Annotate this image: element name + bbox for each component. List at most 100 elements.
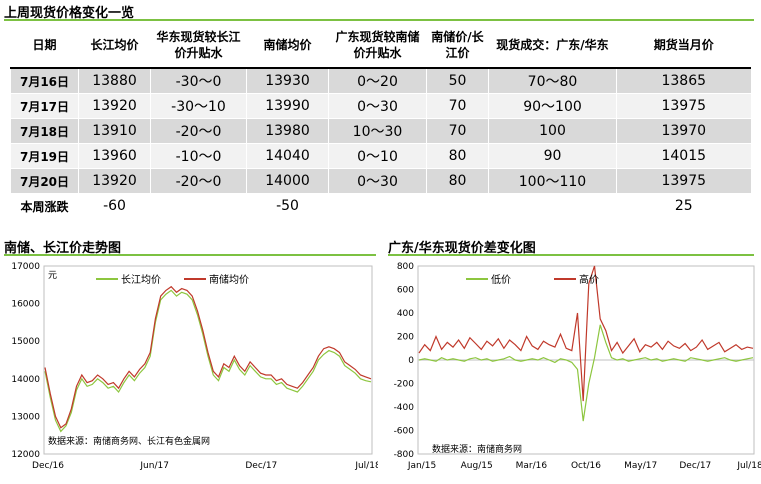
cell: 13980 — [246, 118, 329, 144]
cell: 本周涨跌 — [10, 193, 79, 218]
cell: 13910 — [78, 118, 151, 144]
cell: 13990 — [246, 93, 329, 119]
cell — [328, 193, 427, 218]
cell: 7月17日 — [10, 93, 79, 119]
x-tick-label: Oct/16 — [571, 461, 601, 471]
y-tick-label: 14000 — [11, 375, 40, 385]
cell: 0～30 — [328, 168, 427, 194]
cell: 7月19日 — [10, 143, 79, 169]
col-header: 南储价/长江价 — [426, 23, 489, 68]
cell: 13930 — [246, 67, 329, 94]
y-tick-label: 400 — [397, 309, 414, 319]
table-header-row: 日期 长江均价 华东现货较长江价升贴水 南储均价 广东现货较南储价升贴水 南储价… — [10, 23, 751, 68]
x-tick-label: Jan/15 — [407, 461, 436, 471]
cell: 80 — [426, 143, 489, 169]
cell: 25 — [616, 193, 751, 218]
plot-area — [43, 265, 373, 455]
price-table: 日期 长江均价 华东现货较长江价升贴水 南储均价 广东现货较南储价升贴水 南储价… — [10, 23, 751, 218]
col-header: 南储均价 — [246, 23, 329, 68]
cell: 10～30 — [328, 118, 427, 144]
series-line — [44, 285, 372, 429]
col-header: 期货当月价 — [616, 23, 751, 68]
cell: 14040 — [246, 143, 329, 169]
col-header: 日期 — [10, 23, 79, 68]
y-tick-label: 0 — [408, 356, 414, 366]
series-line — [44, 289, 372, 433]
y-tick-label: 600 — [397, 286, 414, 296]
series-line — [418, 265, 754, 402]
cell: 13960 — [78, 143, 151, 169]
x-tick-label: Jun/17 — [139, 461, 169, 471]
x-tick-label: Mar/16 — [516, 461, 548, 471]
table-row: 7月19日 13960 -10～0 14040 0～10 80 90 14015 — [10, 143, 751, 169]
chart-underline-right — [388, 254, 754, 256]
series-line — [418, 324, 754, 422]
cell: -60 — [78, 193, 151, 218]
cell: 90 — [488, 143, 617, 169]
y-tick-label: -400 — [394, 403, 415, 413]
x-tick-label: May/17 — [624, 461, 657, 471]
cell: 90～100 — [488, 93, 617, 119]
cell: -20～0 — [150, 168, 247, 194]
legend-label: 长江均价 — [121, 274, 161, 286]
x-tick-label: Dec/17 — [245, 461, 277, 471]
chart-title-right: 广东/华东现货价差变化图 — [388, 241, 536, 256]
y-tick-label: 16000 — [11, 300, 40, 310]
table-row: 7月16日 13880 -30～0 13930 0～20 50 70～80 13… — [10, 67, 751, 94]
y-tick-label: 12000 — [11, 450, 40, 460]
cell: 70～80 — [488, 67, 617, 94]
table-row-summary: 本周涨跌 -60 -50 25 — [10, 193, 751, 218]
chart-title-left: 南储、长江价走势图 — [4, 241, 122, 256]
col-header: 华东现货较长江价升贴水 — [150, 23, 247, 68]
y-tick-label: 800 — [397, 262, 414, 272]
cell: 13975 — [616, 93, 751, 119]
table-row: 7月18日 13910 -20～0 13980 10～30 70 100 139… — [10, 118, 751, 144]
table-row: 7月17日 13920 -30～10 13990 0～30 70 90～100 … — [10, 93, 751, 119]
x-tick-label: Dec/17 — [679, 461, 711, 471]
col-header: 现货成交：广东/华东 — [488, 23, 617, 68]
x-tick-label: Jul/18 — [736, 461, 761, 471]
title-underline — [4, 19, 754, 21]
cell — [150, 193, 247, 218]
cell: 7月16日 — [10, 67, 79, 94]
cell: 14000 — [246, 168, 329, 194]
cell: -30～0 — [150, 67, 247, 94]
cell: -50 — [246, 193, 329, 218]
cell: -20～0 — [150, 118, 247, 144]
y-tick-label: 17000 — [11, 262, 40, 272]
y-tick-label: 13000 — [11, 412, 40, 422]
cell: 13975 — [616, 168, 751, 194]
cell: 14015 — [616, 143, 751, 169]
source-note: 数据来源：南储商务网、长江有色金属网 — [48, 435, 210, 447]
table-row: 7月20日 13920 -20～0 14000 0～30 80 100～110 … — [10, 168, 751, 194]
cell: 100～110 — [488, 168, 617, 194]
spread-chart: -800 -600 -400 -200 0 200 400 600 800 Jan/15 Aug/1… — [394, 262, 761, 471]
cell: -30～10 — [150, 93, 247, 119]
x-tick-label: Dec/16 — [32, 461, 64, 471]
legend-label: 南储均价 — [209, 273, 249, 286]
y-tick-label: -800 — [394, 450, 415, 460]
x-tick-label: Jul/18 — [354, 461, 378, 471]
cell: -10～0 — [150, 143, 247, 169]
legend-label: 低价 — [491, 273, 511, 286]
cell: 70 — [426, 118, 489, 144]
y-tick-label: -200 — [394, 380, 415, 390]
page-title: 上周现货价格变化一览 — [4, 6, 135, 21]
legend-label: 高价 — [579, 273, 599, 286]
cell: 50 — [426, 67, 489, 94]
cell: 13970 — [616, 118, 751, 144]
col-header: 长江均价 — [78, 23, 151, 68]
cell: 0～30 — [328, 93, 427, 119]
cell: 70 — [426, 93, 489, 119]
price-trend-chart: 12000 13000 14000 15000 16000 17000 Dec/16 Jun/… — [11, 262, 378, 471]
cell: 13880 — [78, 67, 151, 94]
cell: 7月20日 — [10, 168, 79, 194]
y-tick-label: 200 — [397, 333, 414, 343]
cell — [426, 193, 489, 218]
x-tick-label: Aug/15 — [461, 461, 493, 471]
cell: 0～20 — [328, 67, 427, 94]
cell: 0～10 — [328, 143, 427, 169]
cell: 13920 — [78, 168, 151, 194]
y-tick-label: -600 — [394, 427, 415, 437]
col-header: 广东现货较南储价升贴水 — [328, 23, 427, 68]
